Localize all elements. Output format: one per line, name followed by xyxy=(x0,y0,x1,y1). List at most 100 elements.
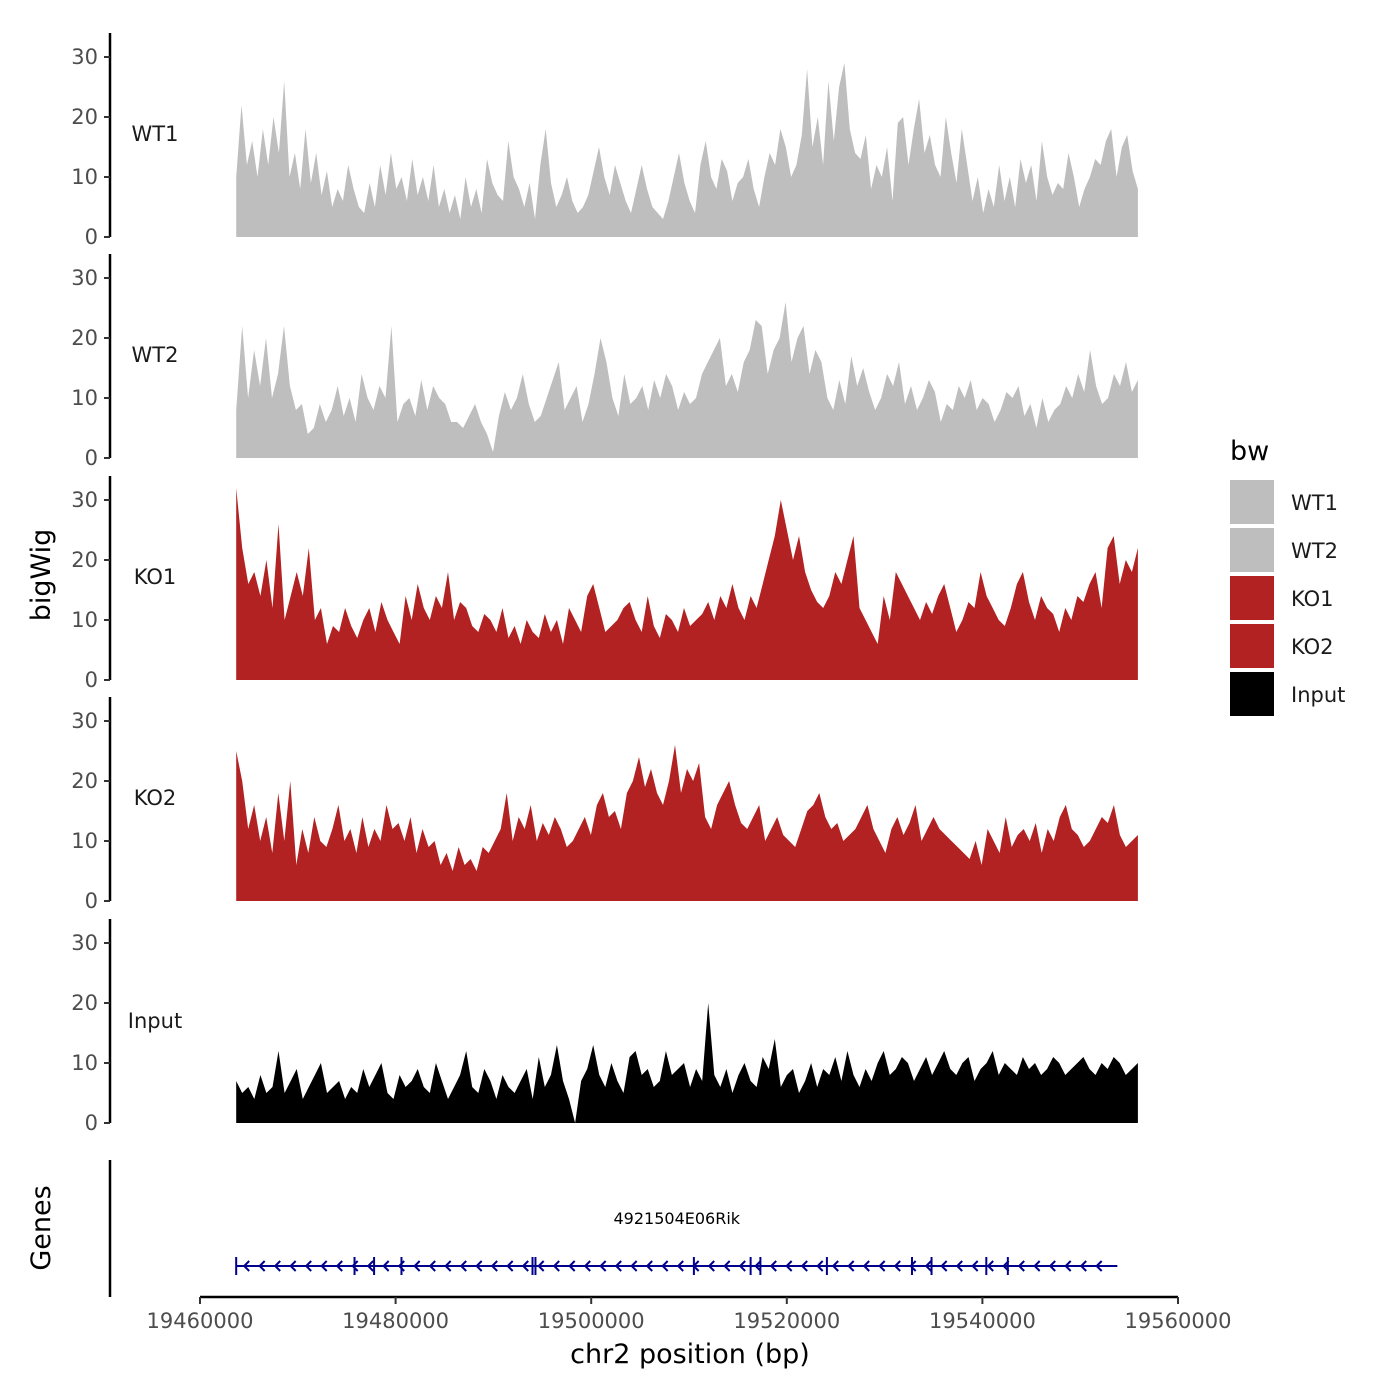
strand-arrow xyxy=(1095,1260,1103,1272)
legend: bw WT1 WT2 KO1 KO2 Input xyxy=(1230,436,1345,716)
x-axis: 19460000 19480000 19500000 19520000 19540000… xyxy=(147,1295,1232,1333)
strand-arrow xyxy=(444,1260,452,1272)
track-label-ko1: KO1 xyxy=(134,565,177,589)
x-tick-label: 19560000 xyxy=(1125,1309,1232,1333)
strand-arrow xyxy=(366,1260,374,1272)
legend-swatch xyxy=(1230,672,1274,716)
legend-label: KO2 xyxy=(1291,635,1334,659)
panel-wt1: 0 10 20 30 WT1 xyxy=(71,33,1138,249)
gene-name-label: 4921504E06Rik xyxy=(613,1209,740,1228)
strand-arrow xyxy=(413,1260,421,1272)
strand-arrow xyxy=(552,1260,560,1272)
legend-item-ko1: KO1 xyxy=(1230,576,1334,620)
strand-arrow xyxy=(924,1260,932,1272)
strand-arrow xyxy=(831,1260,839,1272)
y-tick-label: 0 xyxy=(85,889,98,913)
strand-arrow xyxy=(630,1260,638,1272)
track-label-ko2: KO2 xyxy=(134,786,177,810)
strand-arrow xyxy=(645,1260,653,1272)
strand-arrow xyxy=(614,1260,622,1272)
y-tick-label: 20 xyxy=(71,326,98,350)
y-tick-label: 0 xyxy=(85,668,98,692)
coverage-area-ko1 xyxy=(236,488,1138,680)
legend-item-wt1: WT1 xyxy=(1230,480,1338,524)
strand-arrow xyxy=(1079,1260,1087,1272)
strand-arrow xyxy=(335,1260,343,1272)
strand-arrow xyxy=(723,1260,731,1272)
x-tick-label: 19520000 xyxy=(733,1309,840,1333)
legend-title: bw xyxy=(1230,436,1269,467)
strand-arrow xyxy=(475,1260,483,1272)
strand-arrow xyxy=(258,1260,266,1272)
strand-arrow xyxy=(661,1260,669,1272)
strand-arrow xyxy=(955,1260,963,1272)
strand-arrow xyxy=(1017,1260,1025,1272)
legend-swatch xyxy=(1230,576,1274,620)
strand-arrow xyxy=(568,1260,576,1272)
x-axis-title: chr2 position (bp) xyxy=(570,1339,810,1370)
strand-arrow xyxy=(1048,1260,1056,1272)
strand-arrow xyxy=(304,1260,312,1272)
legend-swatch xyxy=(1230,528,1274,572)
coverage-area-wt2 xyxy=(236,302,1138,458)
strand-arrow xyxy=(785,1260,793,1272)
x-tick-label: 19480000 xyxy=(342,1309,449,1333)
strand-arrow xyxy=(320,1260,328,1272)
strand-arrow xyxy=(583,1260,591,1272)
y-tick-label: 30 xyxy=(71,266,98,290)
y-tick-label: 10 xyxy=(71,608,98,632)
y-tick-label: 20 xyxy=(71,105,98,129)
legend-swatch xyxy=(1230,624,1274,668)
y-axis-title: bigWig xyxy=(26,529,57,622)
strand-arrow xyxy=(397,1260,405,1272)
strand-arrow xyxy=(273,1260,281,1272)
strand-arrow xyxy=(676,1260,684,1272)
strand-arrow xyxy=(599,1260,607,1272)
x-tick-label: 19500000 xyxy=(538,1309,645,1333)
strand-arrow xyxy=(909,1260,917,1272)
strand-arrow xyxy=(754,1260,762,1272)
legend-item-wt2: WT2 xyxy=(1230,528,1338,572)
strand-arrow xyxy=(1064,1260,1072,1272)
strand-arrow xyxy=(428,1260,436,1272)
panel-wt2: 0 10 20 30 WT2 xyxy=(71,254,1138,470)
x-tick-label: 19460000 xyxy=(147,1309,254,1333)
legend-label: WT2 xyxy=(1291,539,1338,563)
strand-arrow xyxy=(971,1260,979,1272)
y-tick-label: 10 xyxy=(71,386,98,410)
y-tick-label: 30 xyxy=(71,45,98,69)
legend-item-ko2: KO2 xyxy=(1230,624,1334,668)
track-label-wt2: WT2 xyxy=(132,343,179,367)
strand-arrow xyxy=(289,1260,297,1272)
strand-arrow xyxy=(769,1260,777,1272)
strand-arrow xyxy=(242,1260,250,1272)
y-tick-label: 20 xyxy=(71,991,98,1015)
y-tick-label: 30 xyxy=(71,488,98,512)
y-tick-label: 20 xyxy=(71,769,98,793)
coverage-area-ko2 xyxy=(236,745,1138,901)
legend-item-input: Input xyxy=(1230,672,1345,716)
y-tick-label: 10 xyxy=(71,1051,98,1075)
strand-arrow xyxy=(382,1260,390,1272)
panel-ko2: 0 10 20 30 KO2 xyxy=(71,697,1138,913)
strand-arrow xyxy=(862,1260,870,1272)
strand-arrow xyxy=(800,1260,808,1272)
strand-arrow xyxy=(490,1260,498,1272)
strand-arrow xyxy=(459,1260,467,1272)
strand-arrow xyxy=(940,1260,948,1272)
strand-arrow xyxy=(1033,1260,1041,1272)
y-tick-label: 10 xyxy=(71,165,98,189)
track-label-input: Input xyxy=(128,1009,182,1033)
gene-track: 4921504E06Rik xyxy=(108,1160,1118,1297)
legend-label: KO1 xyxy=(1291,587,1334,611)
strand-arrow xyxy=(351,1260,359,1272)
legend-swatch xyxy=(1230,480,1274,524)
strand-arrow xyxy=(521,1260,529,1272)
track-label-wt1: WT1 xyxy=(132,122,179,146)
y-tick-label: 10 xyxy=(71,829,98,853)
strand-arrow xyxy=(893,1260,901,1272)
strand-arrow xyxy=(738,1260,746,1272)
strand-arrow xyxy=(816,1260,824,1272)
y-tick-label: 20 xyxy=(71,548,98,572)
